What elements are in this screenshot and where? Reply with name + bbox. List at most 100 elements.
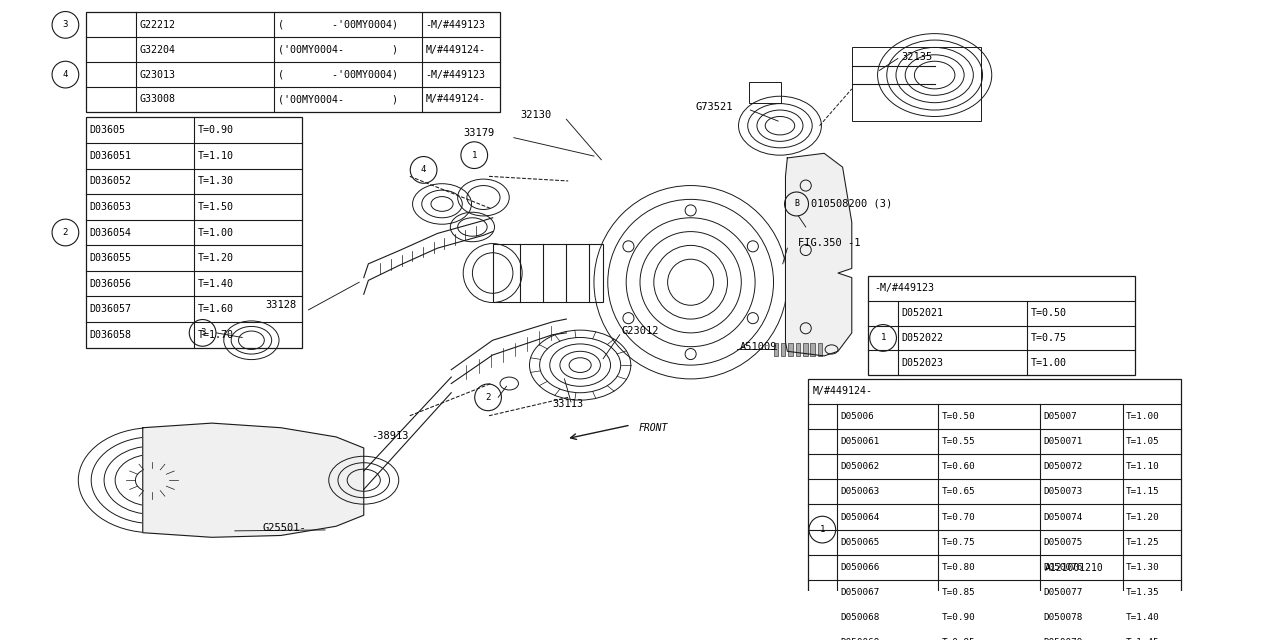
Text: 4: 4 (63, 70, 68, 79)
Text: T=0.50: T=0.50 (942, 412, 975, 421)
Text: FRONT: FRONT (639, 423, 668, 433)
Polygon shape (143, 423, 364, 538)
Text: D036051: D036051 (90, 151, 132, 161)
Text: D03605: D03605 (90, 125, 125, 135)
Text: T=1.70: T=1.70 (198, 330, 234, 340)
Text: M/#449124-: M/#449124- (425, 95, 485, 104)
Text: D050074: D050074 (1043, 513, 1083, 522)
Bar (803, 343, 808, 356)
Text: G73521: G73521 (695, 102, 732, 112)
Text: D050065: D050065 (841, 538, 881, 547)
Text: T=1.00: T=1.00 (198, 227, 234, 237)
Text: T=1.00: T=1.00 (1126, 412, 1160, 421)
Text: T=0.50: T=0.50 (1030, 308, 1066, 318)
Text: -38913: -38913 (371, 431, 408, 441)
Bar (808, 379, 1180, 640)
Text: 3: 3 (200, 328, 205, 337)
Text: D050073: D050073 (1043, 488, 1083, 497)
Bar (773, 343, 778, 356)
Text: D050062: D050062 (841, 462, 881, 471)
Text: D050071: D050071 (1043, 437, 1083, 446)
Text: D050069: D050069 (841, 638, 881, 640)
Bar (86, 12, 500, 112)
Text: D036052: D036052 (90, 177, 132, 186)
Text: D050076: D050076 (1043, 563, 1083, 572)
Text: D052023: D052023 (901, 358, 943, 368)
Text: G32204: G32204 (140, 45, 175, 55)
Text: FIG.350 -1: FIG.350 -1 (799, 237, 861, 248)
Text: D036058: D036058 (90, 330, 132, 340)
Text: T=1.10: T=1.10 (198, 151, 234, 161)
Text: T=1.30: T=1.30 (1126, 563, 1160, 572)
Text: 32130: 32130 (520, 109, 552, 120)
Text: 1: 1 (471, 150, 477, 159)
Text: T=1.20: T=1.20 (1126, 513, 1160, 522)
Text: D050068: D050068 (841, 613, 881, 622)
Bar (796, 343, 800, 356)
Text: D05007: D05007 (1043, 412, 1076, 421)
Text: T=0.65: T=0.65 (942, 488, 975, 497)
Text: T=0.70: T=0.70 (942, 513, 975, 522)
Text: T=1.05: T=1.05 (1126, 437, 1160, 446)
Bar (749, 83, 781, 102)
Text: D050067: D050067 (841, 588, 881, 597)
Text: G23013: G23013 (140, 70, 175, 79)
Text: T=0.80: T=0.80 (942, 563, 975, 572)
Text: B: B (794, 200, 799, 209)
Text: D050064: D050064 (841, 513, 881, 522)
Text: T=1.20: T=1.20 (198, 253, 234, 263)
Text: D036053: D036053 (90, 202, 132, 212)
Text: D036057: D036057 (90, 304, 132, 314)
Text: (        -'00MY0004): ( -'00MY0004) (278, 20, 398, 30)
Text: 1: 1 (819, 525, 826, 534)
Text: T=0.85: T=0.85 (942, 588, 975, 597)
Text: D052022: D052022 (901, 333, 943, 343)
Text: T=1.35: T=1.35 (1126, 588, 1160, 597)
Bar (818, 343, 822, 356)
Text: D036054: D036054 (90, 227, 132, 237)
Text: ('00MY0004-        ): ('00MY0004- ) (278, 45, 398, 55)
Text: T=1.50: T=1.50 (198, 202, 234, 212)
Text: 33179: 33179 (463, 128, 494, 138)
Text: 4: 4 (421, 165, 426, 174)
Text: 32135: 32135 (901, 52, 933, 61)
Text: D050078: D050078 (1043, 613, 1083, 622)
Bar (868, 276, 1135, 375)
Text: T=0.55: T=0.55 (942, 437, 975, 446)
Text: D050066: D050066 (841, 563, 881, 572)
Text: A51009: A51009 (740, 342, 777, 352)
Text: T=0.90: T=0.90 (198, 125, 234, 135)
Text: M/#449124-: M/#449124- (813, 387, 873, 397)
Text: M/#449124-: M/#449124- (425, 45, 485, 55)
Text: ('00MY0004-        ): ('00MY0004- ) (278, 95, 398, 104)
Text: D050063: D050063 (841, 488, 881, 497)
Text: D05006: D05006 (841, 412, 874, 421)
Text: T=1.15: T=1.15 (1126, 488, 1160, 497)
Text: T=1.00: T=1.00 (1030, 358, 1066, 368)
Text: 2: 2 (485, 393, 490, 402)
Text: 2: 2 (63, 228, 68, 237)
Text: -M/#449123: -M/#449123 (425, 70, 485, 79)
Text: D036056: D036056 (90, 278, 132, 289)
Bar (810, 343, 815, 356)
Text: 3: 3 (63, 20, 68, 29)
Text: D052021: D052021 (901, 308, 943, 318)
Text: T=1.45: T=1.45 (1126, 638, 1160, 640)
Text: G22212: G22212 (140, 20, 175, 30)
Text: T=1.60: T=1.60 (198, 304, 234, 314)
Text: T=0.75: T=0.75 (1030, 333, 1066, 343)
Text: T=0.60: T=0.60 (942, 462, 975, 471)
Text: D050061: D050061 (841, 437, 881, 446)
Text: D050079: D050079 (1043, 638, 1083, 640)
Bar (788, 343, 792, 356)
Text: -M/#449123: -M/#449123 (425, 20, 485, 30)
Text: G23012: G23012 (622, 326, 659, 336)
Bar (781, 343, 786, 356)
Polygon shape (786, 154, 851, 356)
Text: D050075: D050075 (1043, 538, 1083, 547)
Text: T=0.95: T=0.95 (942, 638, 975, 640)
Text: (        -'00MY0004): ( -'00MY0004) (278, 70, 398, 79)
Text: D050077: D050077 (1043, 588, 1083, 597)
Bar (86, 117, 302, 348)
Text: T=1.40: T=1.40 (198, 278, 234, 289)
